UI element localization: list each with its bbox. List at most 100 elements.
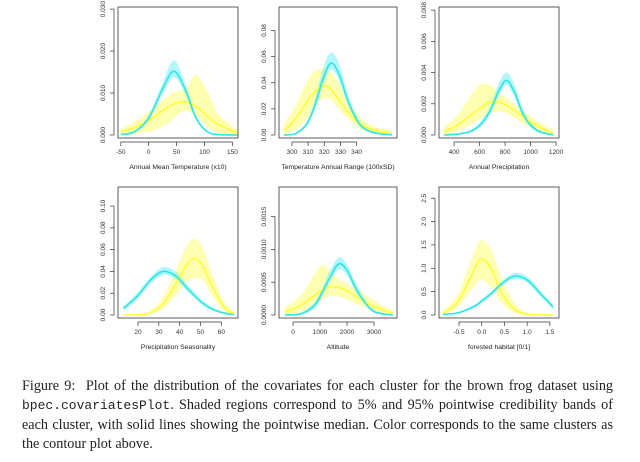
plot-frame <box>278 186 398 319</box>
yellow-median-line <box>120 100 238 134</box>
x-tick-label: 50 <box>197 329 205 336</box>
x-tick-label: 50 <box>173 149 181 156</box>
x-axis-label: Temperature Annual Range (100xSD) <box>281 164 394 171</box>
x-tick-label: -0.5 <box>453 329 465 336</box>
yellow-credibility-band <box>443 83 554 135</box>
figure-caption: Figure 9: Plot of the distribution of th… <box>22 377 613 454</box>
x-tick-label: 100 <box>199 149 210 156</box>
plot-area <box>442 239 554 316</box>
y-tick-label: 0.02 <box>261 102 268 115</box>
y-tick-label: 0.004 <box>421 64 428 81</box>
y-tick-label: 0.0010 <box>261 239 268 259</box>
x-tick-label: 0.5 <box>500 329 509 336</box>
x-tick-label: 1.5 <box>545 329 554 336</box>
y-tick-label: 0.04 <box>100 265 107 278</box>
x-tick-label: 150 <box>227 149 238 156</box>
x-tick-label: 60 <box>218 329 226 336</box>
x-tick-label: 30 <box>155 329 163 336</box>
caption-code: bpec.covariatesPlot <box>22 398 171 414</box>
y-tick-label: 0.000 <box>100 126 107 143</box>
x-tick-label: 1000 <box>523 149 538 156</box>
y-tick-label: 0.002 <box>421 95 428 112</box>
y-tick-label: 0.0015 <box>261 206 268 226</box>
y-tick-label: 0.10 <box>100 199 107 212</box>
x-tick-label: -50 <box>116 149 126 156</box>
cyan-median-line <box>283 62 393 136</box>
panel-4: 20 30 40 50 60 0.00 0.02 0.04 0.06 0.08 0.10 Precip… <box>100 186 239 351</box>
x-tick-label: 1000 <box>313 329 328 336</box>
y-tick-label: 1.5 <box>421 240 428 249</box>
caption-text: Plot of the distribution of the covariat… <box>85 378 614 394</box>
y-tick-label: 2.0 <box>421 217 428 226</box>
x-tick-label: 600 <box>474 149 485 156</box>
plot-frame <box>278 6 398 139</box>
plot-frame <box>438 6 560 139</box>
y-tick-label: 0.02 <box>100 287 107 300</box>
caption-text-continued: . Shaded regions correspond to 5% and 95… <box>22 397 613 452</box>
cyan-median-line <box>284 262 394 316</box>
x-tick-label: 300 <box>287 149 298 156</box>
x-tick-label: 800 <box>500 149 511 156</box>
cyan-credibility-band <box>284 257 393 316</box>
plot-frame <box>117 6 239 139</box>
plot-area <box>120 60 238 136</box>
y-tick-label: 0.04 <box>261 76 268 89</box>
cyan-median-line <box>122 270 234 316</box>
x-tick-label: 340 <box>351 149 362 156</box>
panel-6: -0.5 0.0 0.5 1.0 1.5 0.0 0.5 1.0 1.5 2.0 2.5 forest… <box>421 186 560 351</box>
panel-1: -50 0 50 100 150 0.000 0.010 0.020 0.030 Annual M… <box>100 1 239 171</box>
x-tick-label: 20 <box>134 329 142 336</box>
y-tick-label: 0.5 <box>421 287 428 296</box>
y-tick-label: 0.030 <box>100 1 107 18</box>
x-tick-label: 3000 <box>367 329 382 336</box>
y-tick-label: 0.08 <box>100 221 107 234</box>
plot-frame <box>438 186 560 319</box>
yellow-median-line <box>284 285 394 314</box>
x-tick-label: 1.0 <box>523 329 532 336</box>
y-tick-label: 2.5 <box>421 193 428 202</box>
x-tick-label: 400 <box>449 149 460 156</box>
x-tick-label: 0 <box>291 329 295 336</box>
x-axis-label: Annual Precipitation <box>469 164 530 171</box>
plot-area <box>283 52 393 136</box>
plot-area <box>443 72 554 136</box>
yellow-median-line <box>123 257 235 316</box>
y-tick-label: 0.020 <box>100 43 107 60</box>
y-tick-label: 0.0 <box>421 310 428 319</box>
cyan-median-line <box>443 275 554 316</box>
panel-3: 400 600 800 1000 1200 0.000 0.002 0.004 0.006 0.0… <box>421 2 564 171</box>
panel-2: 300 310 320 330 340 0.00 0.02 0.04 0.06 0.08 Tempe… <box>261 6 398 171</box>
y-tick-label: 0.06 <box>100 243 107 256</box>
yellow-median-line <box>283 84 393 135</box>
y-tick-label: 0.006 <box>421 33 428 50</box>
x-tick-label: 310 <box>303 149 314 156</box>
yellow-credibility-band <box>443 239 554 316</box>
x-tick-label: 0 <box>147 149 151 156</box>
x-tick-label: 2000 <box>340 329 355 336</box>
x-tick-label: 1200 <box>549 149 564 156</box>
plot-area <box>122 238 235 316</box>
y-tick-label: 0.010 <box>100 85 107 102</box>
y-tick-label: 0.00 <box>100 308 107 321</box>
x-tick-label: 0.0 <box>477 329 486 336</box>
x-axis-label: Annual Mean Temperature (x10) <box>129 164 226 171</box>
plot-area <box>284 257 394 316</box>
x-axis-label: forested habitat [0/1] <box>468 344 530 351</box>
x-axis-label: Precipitation Seasonality <box>141 344 216 351</box>
cyan-median-line <box>120 70 238 136</box>
y-tick-label: 0.0005 <box>261 272 268 292</box>
x-axis-label: Altitude <box>327 344 350 351</box>
y-tick-label: 0.000 <box>421 126 428 143</box>
x-tick-label: 40 <box>176 329 184 336</box>
y-tick-label: 1.0 <box>421 263 428 272</box>
panel-5: 0 1000 2000 3000 0.0000 0.0005 0.0010 0.0015 Alt… <box>261 186 398 351</box>
y-tick-label: 0.08 <box>261 24 268 37</box>
yellow-credibility-band <box>283 68 393 135</box>
y-tick-label: 0.008 <box>421 2 428 19</box>
x-tick-label: 320 <box>319 149 330 156</box>
y-tick-label: 0.0000 <box>261 305 268 325</box>
x-tick-label: 330 <box>335 149 346 156</box>
plot-frame <box>117 186 239 319</box>
yellow-median-line <box>442 257 554 316</box>
